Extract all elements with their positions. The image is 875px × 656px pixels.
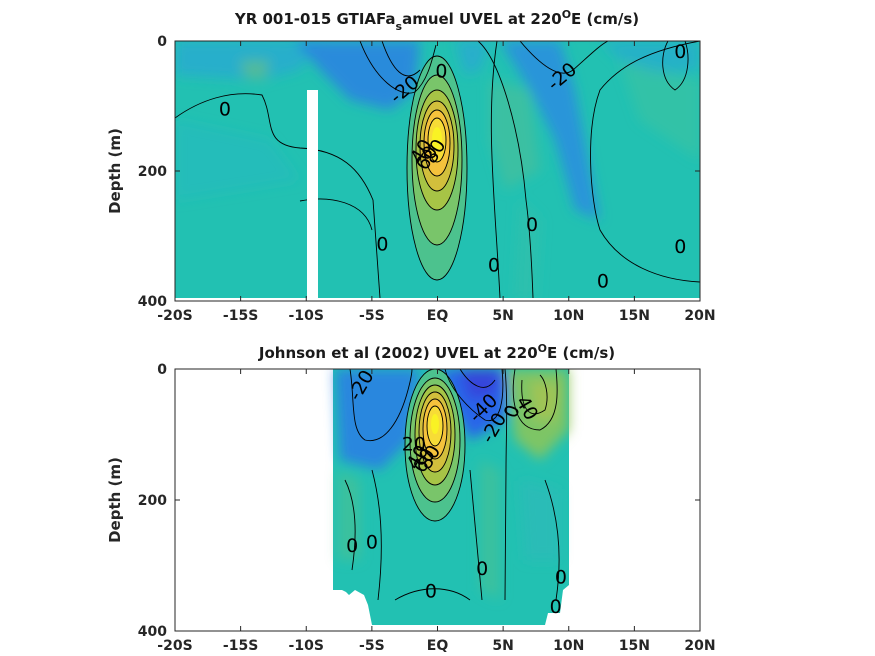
x-tick-label: -20S	[157, 308, 192, 324]
contour-label: 0	[346, 535, 358, 557]
x-tick-label: -15S	[223, 638, 258, 654]
y-tick-label: 200	[138, 164, 167, 180]
panel-model-title: YR 001-015 GTIAFasamuel UVEL at 220OE (c…	[234, 8, 639, 33]
x-tick-label: -5S	[359, 638, 385, 654]
x-tick-label: EQ	[427, 638, 449, 654]
contour-label: 0	[366, 532, 378, 554]
panel-model: YR 001-015 GTIAFasamuel UVEL at 220OE (c…	[106, 8, 716, 324]
x-tick-label: 10N	[553, 638, 584, 654]
y-tick-label: 400	[138, 624, 167, 640]
panel-model-axes: -20S -15S -10S -5S EQ 5N 10N 15N 20N 0 200 400	[138, 34, 716, 324]
contour-label: 0	[476, 558, 488, 580]
panel-obs-title: Johnson et al (2002) UVEL at 220OE (cm/s…	[258, 342, 615, 362]
x-tick-label: 20N	[684, 638, 715, 654]
contour-label: 0	[376, 233, 388, 255]
contour-label: 0	[488, 254, 500, 276]
x-tick-label: -5S	[359, 308, 385, 324]
panel-obs-field	[333, 369, 569, 625]
panel-model-ylabel: Depth (m)	[106, 128, 124, 214]
contour-label: 0	[597, 271, 609, 293]
contour-label: 0	[435, 61, 447, 83]
contour-label: 0	[555, 566, 567, 588]
y-tick-label: 400	[138, 294, 167, 310]
panel-obs-contours	[344, 369, 560, 601]
x-tick-label: -10S	[289, 308, 324, 324]
x-tick-label: 5N	[492, 308, 513, 324]
contour-label: 0	[550, 596, 562, 618]
contour-label: 20	[402, 433, 426, 455]
contour-label: 0	[674, 41, 686, 63]
x-tick-label: EQ	[427, 308, 449, 324]
contour-label: 0	[425, 581, 437, 603]
x-tick-label: 10N	[553, 308, 584, 324]
panel-model-field	[175, 41, 700, 301]
panel-obs: Johnson et al (2002) UVEL at 220OE (cm/s…	[106, 342, 716, 654]
x-tick-label: 15N	[619, 308, 650, 324]
panel-obs-ylabel: Depth (m)	[106, 457, 124, 543]
y-tick-label: 200	[138, 493, 167, 509]
x-tick-label: -20S	[157, 638, 192, 654]
x-tick-label: -15S	[223, 308, 258, 324]
x-tick-label: 15N	[619, 638, 650, 654]
contour-label: 0	[219, 98, 231, 120]
x-tick-label: 5N	[492, 638, 513, 654]
contour-label: 0	[526, 214, 538, 236]
y-tick-label: 0	[157, 34, 167, 50]
x-tick-label: -10S	[289, 638, 324, 654]
y-tick-label: 0	[157, 362, 167, 378]
contour-label: 0	[674, 236, 686, 258]
x-tick-label: 20N	[684, 308, 715, 324]
panel-model-data-gap	[307, 90, 318, 301]
